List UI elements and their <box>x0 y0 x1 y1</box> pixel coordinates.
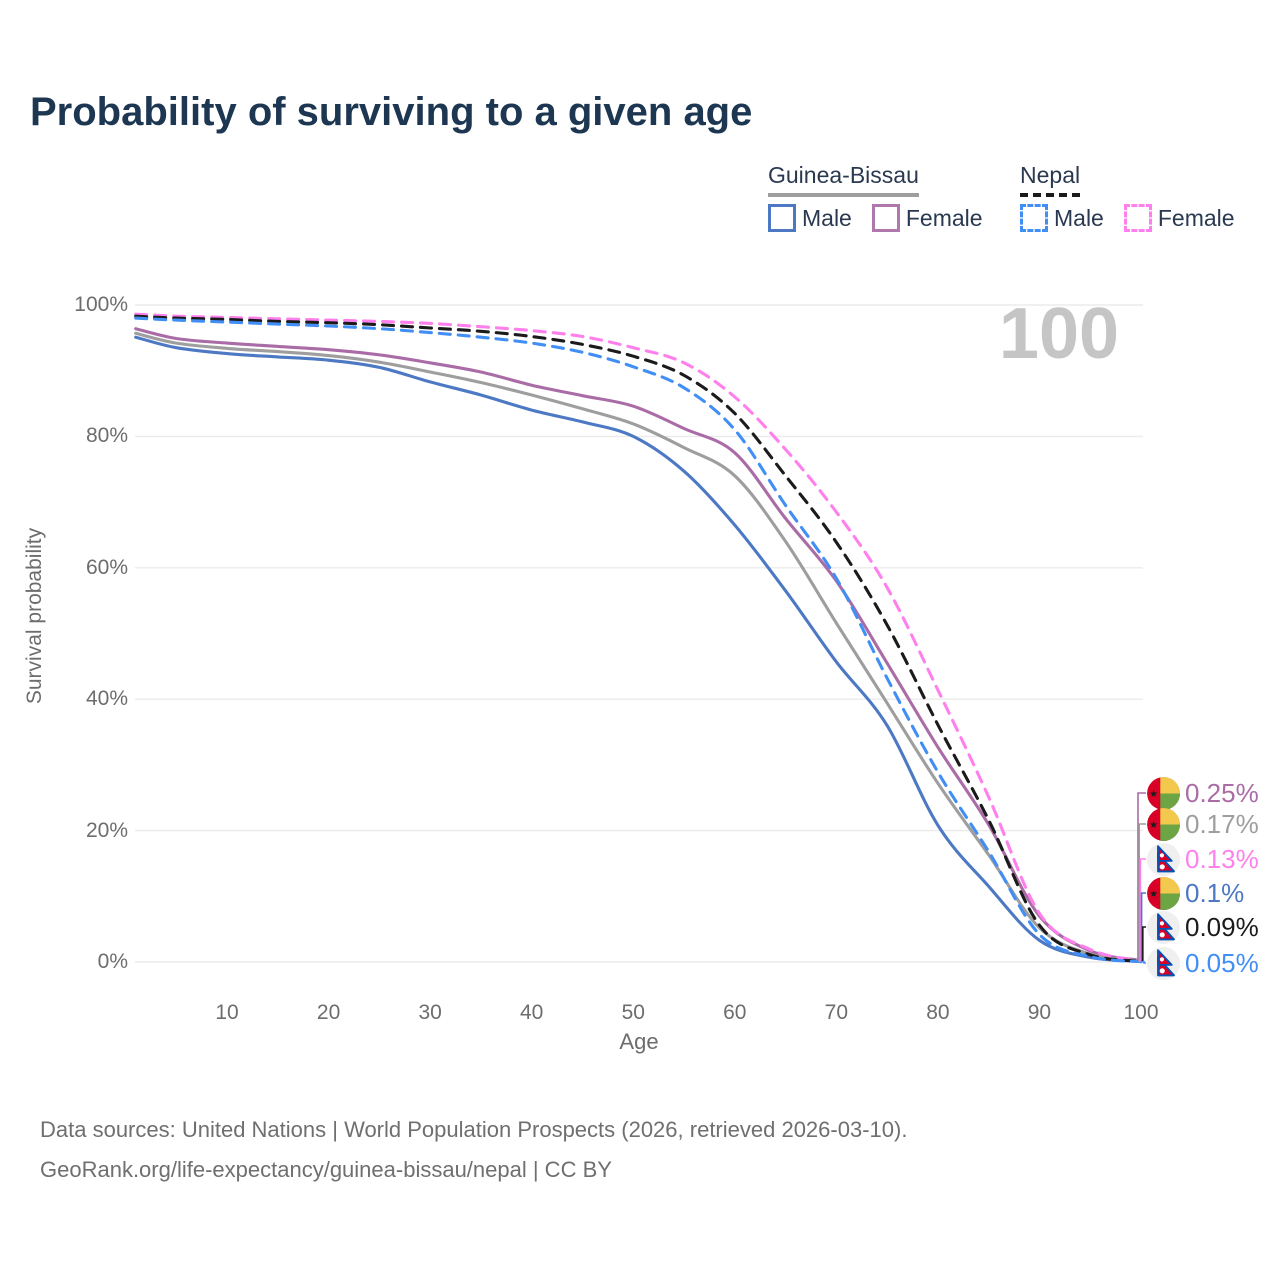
end-label-nepal-female: 0.13% <box>1147 842 1259 876</box>
legend-label-guinea-bissau-male: Male <box>802 204 852 231</box>
footer: Data sources: United Nations | World Pop… <box>40 1110 907 1190</box>
x-tick-label: 90 <box>1027 1001 1052 1024</box>
legend-swatch-nepal-female <box>1123 204 1152 232</box>
legend-swatch-nepal-male <box>1020 204 1048 232</box>
y-tick-label: 80% <box>85 424 128 448</box>
y-tick-label: 60% <box>85 555 128 579</box>
y-tick-label: 100% <box>74 293 128 316</box>
x-tick-label: 50 <box>621 1001 645 1024</box>
y-tick-label: 0% <box>97 950 128 973</box>
age-watermark: 100 <box>998 294 1120 374</box>
end-label-guinea-bissau-female: ★ 0.25% <box>1147 776 1259 810</box>
end-label-value: 0.13% <box>1185 844 1259 874</box>
x-tick-label: 60 <box>723 1001 747 1024</box>
end-label-nepal-both-sexes: 0.09% <box>1147 910 1259 944</box>
flag-icon-nepal <box>1147 842 1180 876</box>
svg-text:★: ★ <box>1149 820 1158 831</box>
flag-icon-guinea-bissau: ★ <box>1147 807 1180 841</box>
legend-label-nepal-female: Female <box>1157 204 1235 231</box>
legend-group-guinea-bissau: Guinea-Bissau Male Female <box>768 162 983 232</box>
end-label-value: 0.1% <box>1185 878 1245 908</box>
legend-group-nepal: Nepal Male Female <box>1020 162 1235 232</box>
x-axis-title: Age <box>619 1029 659 1054</box>
legend-swatch-guinea-bissau-female <box>871 204 900 232</box>
legend-country-guinea-bissau[interactable]: Guinea-Bissau <box>768 162 919 197</box>
curve-nepal-male[interactable] <box>134 316 1143 964</box>
end-label-connector <box>1141 960 1146 964</box>
end-label-value: 0.17% <box>1185 809 1259 839</box>
curve-nepal-both-sexes[interactable] <box>134 314 1143 963</box>
legend-country-nepal[interactable]: Nepal <box>1020 162 1081 197</box>
x-tick-label: 100 <box>1123 1001 1159 1024</box>
x-tick-label: 80 <box>926 1001 950 1024</box>
legend-label-nepal-male: Male <box>1054 204 1104 231</box>
curve-guinea-bissau-both-sexes[interactable] <box>134 331 1143 963</box>
x-tick-label: 20 <box>316 1001 341 1024</box>
y-tick-label: 20% <box>85 818 128 842</box>
curve-guinea-bissau-male[interactable] <box>134 335 1143 963</box>
end-label-value: 0.25% <box>1185 778 1259 808</box>
legend-item-guinea-bissau-male[interactable]: Male <box>768 204 852 232</box>
page-title: Probability of surviving to a given age <box>30 90 753 134</box>
legend-item-nepal-female[interactable]: Female <box>1123 204 1235 232</box>
flag-icon-guinea-bissau: ★ <box>1147 776 1180 810</box>
end-label-guinea-bissau-both-sexes: ★ 0.17% <box>1147 807 1259 841</box>
x-tick-label: 70 <box>824 1001 849 1024</box>
footer-attribution: GeoRank.org/life-expectancy/guinea-bissa… <box>40 1157 612 1182</box>
x-tick-label: 10 <box>215 1001 239 1024</box>
end-label-connector <box>1139 858 1146 962</box>
svg-text:★: ★ <box>1149 889 1158 900</box>
flag-icon-nepal <box>1147 910 1180 944</box>
curve-guinea-bissau-female[interactable] <box>134 327 1143 962</box>
end-label-value: 0.05% <box>1185 948 1259 978</box>
flag-icon-nepal <box>1147 946 1180 980</box>
footer-sources: Data sources: United Nations | World Pop… <box>40 1117 908 1142</box>
legend-label-guinea-bissau-female: Female <box>905 204 983 231</box>
end-label-guinea-bissau-male: ★ 0.1% <box>1147 876 1244 910</box>
flag-icon-guinea-bissau: ★ <box>1147 876 1180 910</box>
legend-swatch-guinea-bissau-male <box>768 204 796 232</box>
legend-item-guinea-bissau-female[interactable]: Female <box>871 204 983 232</box>
end-label-nepal-male: 0.05% <box>1147 946 1259 980</box>
curve-nepal-female[interactable] <box>134 312 1143 963</box>
legend-item-nepal-male[interactable]: Male <box>1020 204 1104 232</box>
x-tick-label: 30 <box>418 1001 442 1024</box>
svg-text:★: ★ <box>1149 789 1158 800</box>
y-tick-label: 40% <box>85 687 128 711</box>
end-label-value: 0.09% <box>1185 912 1259 942</box>
x-tick-label: 40 <box>520 1001 544 1024</box>
